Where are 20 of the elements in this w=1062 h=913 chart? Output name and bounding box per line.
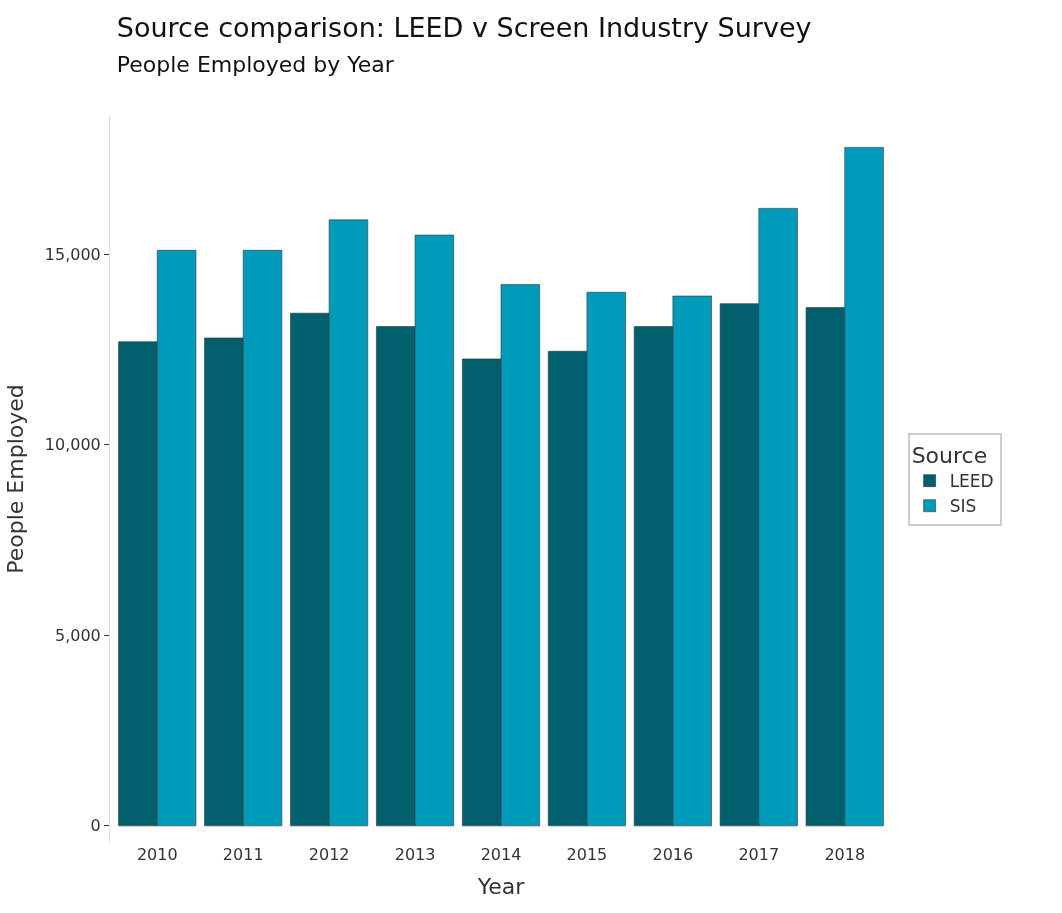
y-tick-label: 10,000 (44, 435, 101, 455)
y-axis-title: People Employed (2, 384, 28, 574)
x-tick-label: 2016 (652, 845, 694, 864)
x-axis-title: Year (476, 873, 526, 899)
x-tick-label: 2017 (738, 845, 780, 864)
legend-label: LEED (949, 471, 994, 492)
x-tick-label: 2010 (136, 845, 178, 864)
x-tick-label: 2012 (308, 845, 350, 864)
chart-title: Source comparison: LEED v Screen Industry Survey (116, 11, 812, 43)
y-tick-label: 0 (90, 816, 101, 836)
x-tick-label: 2011 (222, 845, 264, 864)
chart-subtitle: People Employed by Year (116, 51, 395, 77)
x-tick-label: 2013 (394, 845, 436, 864)
y-tick-label: 5,000 (54, 625, 101, 645)
x-tick-label: 2018 (824, 845, 866, 864)
legend-label: SIS (949, 496, 977, 517)
legend-title: Source (911, 443, 988, 469)
x-tick-label: 2015 (566, 845, 608, 864)
y-tick-label: 15,000 (44, 244, 101, 264)
x-tick-label: 2014 (480, 845, 522, 864)
